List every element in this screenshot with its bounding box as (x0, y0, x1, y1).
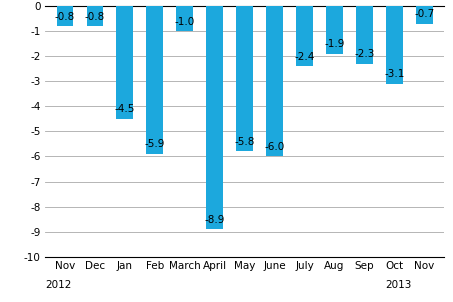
Bar (416, 6, 433, 24)
Text: -1.9: -1.9 (324, 39, 345, 49)
Text: -6.0: -6.0 (265, 142, 285, 152)
Bar (266, 6, 283, 156)
Bar (386, 6, 403, 84)
Bar (326, 6, 343, 54)
Text: 2012: 2012 (46, 280, 72, 290)
Bar (356, 6, 373, 64)
Text: 2013: 2013 (386, 280, 412, 290)
Bar (146, 6, 163, 154)
Bar (236, 6, 253, 151)
Bar (87, 6, 103, 26)
Text: -0.7: -0.7 (414, 9, 434, 19)
Text: -3.1: -3.1 (384, 69, 405, 79)
Text: -0.8: -0.8 (55, 11, 75, 21)
Bar (296, 6, 313, 66)
Text: -2.3: -2.3 (354, 49, 375, 59)
Text: -0.8: -0.8 (85, 11, 105, 21)
Text: -8.9: -8.9 (204, 215, 225, 225)
Bar (207, 6, 223, 229)
Text: -2.4: -2.4 (294, 52, 315, 62)
Text: -5.9: -5.9 (145, 140, 165, 149)
Bar (57, 6, 73, 26)
Text: -1.0: -1.0 (174, 17, 195, 27)
Bar (116, 6, 133, 119)
Text: -4.5: -4.5 (115, 104, 135, 114)
Text: -5.8: -5.8 (235, 137, 255, 147)
Bar (176, 6, 193, 31)
